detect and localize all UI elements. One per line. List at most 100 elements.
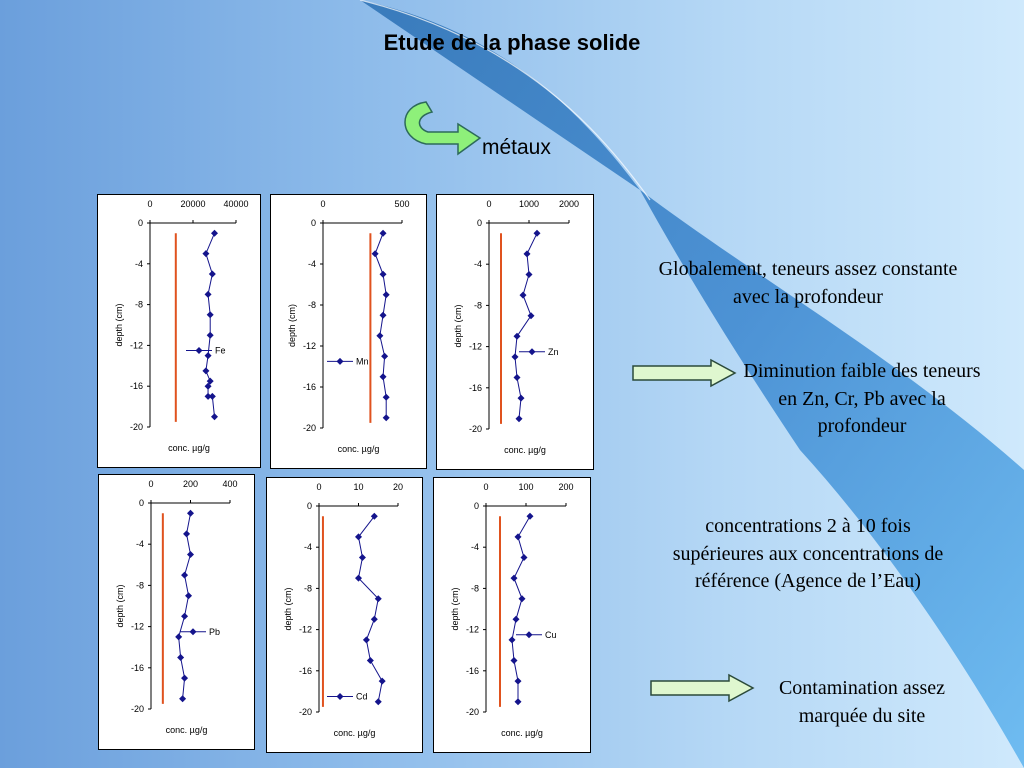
x-axis-title: conc. µg/g xyxy=(168,443,210,453)
x-tick-label: 0 xyxy=(148,479,153,489)
x-tick-label: 0 xyxy=(147,199,152,209)
data-point xyxy=(370,512,378,520)
y-tick-label: 0 xyxy=(307,501,312,511)
y-tick-label: -20 xyxy=(130,422,143,432)
series-line xyxy=(357,515,383,702)
series-line xyxy=(178,513,192,699)
y-tick-label: -12 xyxy=(303,341,316,351)
data-point xyxy=(208,270,216,278)
x-axis-title: conc. µg/g xyxy=(334,728,376,738)
arrow-right-icon xyxy=(632,358,737,388)
chart-panel-pb: 0 200 400 0 -4 -8 -12 -16 -20 depth (cm) conc. µg/… xyxy=(98,474,255,750)
y-tick-label: -4 xyxy=(474,259,482,269)
y-tick-label: 0 xyxy=(138,218,143,228)
y-tick-label: -4 xyxy=(304,542,312,552)
legend-label: Mn xyxy=(356,356,369,366)
y-tick-label: 0 xyxy=(474,501,479,511)
x-tick-label: 40000 xyxy=(223,199,248,209)
data-point xyxy=(510,657,518,664)
series-line xyxy=(205,233,215,417)
data-point xyxy=(374,698,382,706)
chart-panel-cu: 0 100 200 0 -4 -8 -12 -16 -20 depth (cm) conc. µg/… xyxy=(433,477,591,753)
y-tick-label: -20 xyxy=(303,423,316,433)
legend-marker xyxy=(195,347,203,354)
text-diminution: Diminution faible des teneurs en Zn, Cr,… xyxy=(743,360,981,438)
data-point xyxy=(513,374,521,381)
data-point xyxy=(204,290,212,298)
data-point xyxy=(211,229,218,237)
data-point xyxy=(527,312,535,320)
x-tick-label: 400 xyxy=(222,479,237,489)
legend-marker xyxy=(336,693,344,701)
data-point xyxy=(523,250,531,258)
data-point xyxy=(206,311,214,319)
data-point xyxy=(519,291,527,299)
y-tick-label: -8 xyxy=(136,580,144,590)
x-tick-label: 200 xyxy=(183,479,198,489)
data-point xyxy=(515,415,523,423)
x-tick-label: 10 xyxy=(353,482,363,492)
x-tick-label: 2000 xyxy=(559,199,579,209)
legend-marker xyxy=(189,628,197,636)
data-point xyxy=(204,352,212,360)
y-tick-label: -4 xyxy=(136,539,144,549)
data-point xyxy=(517,394,525,402)
x-tick-label: 20000 xyxy=(180,199,205,209)
text-contamination: Contamination assez marquée du site xyxy=(778,677,946,727)
x-axis-title: conc. µg/g xyxy=(501,728,543,738)
y-tick-label: -20 xyxy=(466,707,479,717)
y-tick-label: -16 xyxy=(299,666,312,676)
data-point xyxy=(382,414,390,422)
y-axis-title: depth (cm) xyxy=(450,587,460,630)
y-tick-label: -4 xyxy=(471,542,479,552)
y-tick-label: -16 xyxy=(303,382,316,392)
series-line xyxy=(374,233,387,418)
text-globalement: Globalement, teneurs assez constante ave… xyxy=(658,258,958,308)
y-tick-label: -12 xyxy=(469,342,482,352)
data-point xyxy=(508,636,516,644)
data-point xyxy=(514,698,522,706)
data-point xyxy=(355,574,362,582)
chart-svg-cu: 0 100 200 0 -4 -8 -12 -16 -20 depth (cm) conc. µg/… xyxy=(450,482,574,738)
y-axis-title: depth (cm) xyxy=(114,303,124,346)
chart-panel-zn: 0 1000 2000 0 -4 -8 -12 -16 -20 depth (cm) conc. µ… xyxy=(436,194,594,470)
y-tick-label: 0 xyxy=(311,218,316,228)
legend-label: Pb xyxy=(209,627,220,637)
y-tick-label: -16 xyxy=(131,663,144,673)
legend-label: Cd xyxy=(356,692,368,702)
y-axis-title: depth (cm) xyxy=(115,584,125,627)
legend-marker xyxy=(525,631,533,639)
subtitle-metaux: métaux xyxy=(482,136,551,159)
x-axis-title: conc. µg/g xyxy=(338,444,380,454)
data-point xyxy=(187,509,194,517)
x-tick-label: 1000 xyxy=(519,199,539,209)
x-tick-label: 100 xyxy=(518,482,533,492)
y-tick-label: -4 xyxy=(135,259,143,269)
series-line xyxy=(514,233,538,419)
data-point xyxy=(378,677,386,685)
data-point xyxy=(512,615,520,623)
data-point xyxy=(379,270,387,278)
data-point xyxy=(179,695,187,703)
chart-svg-mn: 0 500 0 -4 -8 -12 -16 -20 depth (cm) conc. µg/g Mn xyxy=(287,199,410,454)
data-point xyxy=(202,367,210,375)
data-point xyxy=(202,250,210,258)
x-tick-label: 0 xyxy=(316,482,321,492)
y-tick-label: -20 xyxy=(131,704,144,714)
y-tick-label: -8 xyxy=(471,583,479,593)
series-line xyxy=(511,516,531,702)
data-point xyxy=(511,353,519,361)
data-point xyxy=(520,554,528,561)
legend-label: Fe xyxy=(215,346,226,356)
y-tick-label: -12 xyxy=(466,625,479,635)
y-tick-label: -4 xyxy=(308,259,316,269)
data-point xyxy=(183,530,191,538)
chart-panel-mn: 0 500 0 -4 -8 -12 -16 -20 depth (cm) conc. µg/g Mn xyxy=(270,194,427,469)
y-tick-label: -20 xyxy=(299,707,312,717)
data-point xyxy=(366,657,374,664)
data-point xyxy=(525,271,533,278)
chart-svg-pb: 0 200 400 0 -4 -8 -12 -16 -20 depth (cm) conc. µg/… xyxy=(115,479,238,735)
data-point xyxy=(379,311,387,319)
x-axis-title: conc. µg/g xyxy=(166,725,208,735)
legend-label: Zn xyxy=(548,347,559,357)
